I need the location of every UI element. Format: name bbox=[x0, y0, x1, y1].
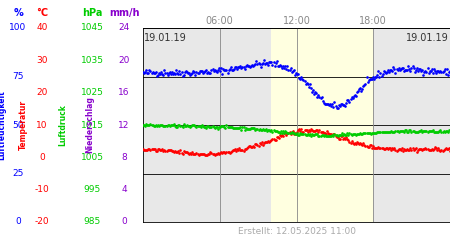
Text: hPa: hPa bbox=[82, 8, 102, 18]
Text: 1015: 1015 bbox=[81, 120, 104, 130]
Text: 06:00: 06:00 bbox=[206, 16, 234, 26]
Text: 40: 40 bbox=[36, 24, 48, 32]
Text: 25: 25 bbox=[12, 169, 24, 178]
Text: %: % bbox=[13, 8, 23, 18]
Text: 1025: 1025 bbox=[81, 88, 104, 97]
Text: 100: 100 bbox=[9, 24, 27, 32]
Text: Erstellt: 12.05.2025 11:00: Erstellt: 12.05.2025 11:00 bbox=[238, 227, 356, 236]
Text: -20: -20 bbox=[35, 218, 50, 226]
Text: Niederschlag: Niederschlag bbox=[86, 96, 94, 154]
Text: 20: 20 bbox=[118, 56, 130, 65]
Text: 995: 995 bbox=[83, 185, 101, 194]
Text: 4: 4 bbox=[121, 185, 127, 194]
Text: 12: 12 bbox=[118, 120, 130, 130]
Text: 985: 985 bbox=[83, 218, 101, 226]
Text: 16: 16 bbox=[118, 88, 130, 97]
Text: 0: 0 bbox=[15, 218, 21, 226]
Text: 20: 20 bbox=[36, 88, 48, 97]
Text: mm/h: mm/h bbox=[109, 8, 139, 18]
Bar bbox=[271, 28, 373, 222]
Text: 50: 50 bbox=[12, 120, 24, 130]
Text: °C: °C bbox=[36, 8, 48, 18]
Text: 75: 75 bbox=[12, 72, 24, 81]
Text: 10: 10 bbox=[36, 120, 48, 130]
Text: Temperatur: Temperatur bbox=[19, 100, 28, 150]
Text: 19.01.19: 19.01.19 bbox=[144, 33, 187, 43]
Text: 12:00: 12:00 bbox=[283, 16, 310, 26]
Text: Luftfeuchtigkeit: Luftfeuchtigkeit bbox=[0, 90, 7, 160]
Text: 0: 0 bbox=[39, 153, 45, 162]
Text: 1035: 1035 bbox=[81, 56, 104, 65]
Text: 8: 8 bbox=[121, 153, 127, 162]
Text: 30: 30 bbox=[36, 56, 48, 65]
Text: 1005: 1005 bbox=[81, 153, 104, 162]
Text: 0: 0 bbox=[121, 218, 127, 226]
Text: 1045: 1045 bbox=[81, 24, 104, 32]
Text: 19.01.19: 19.01.19 bbox=[406, 33, 449, 43]
Text: 24: 24 bbox=[118, 24, 130, 32]
Text: -10: -10 bbox=[35, 185, 50, 194]
Text: 18:00: 18:00 bbox=[360, 16, 387, 26]
Text: Luftdruck: Luftdruck bbox=[58, 104, 68, 146]
